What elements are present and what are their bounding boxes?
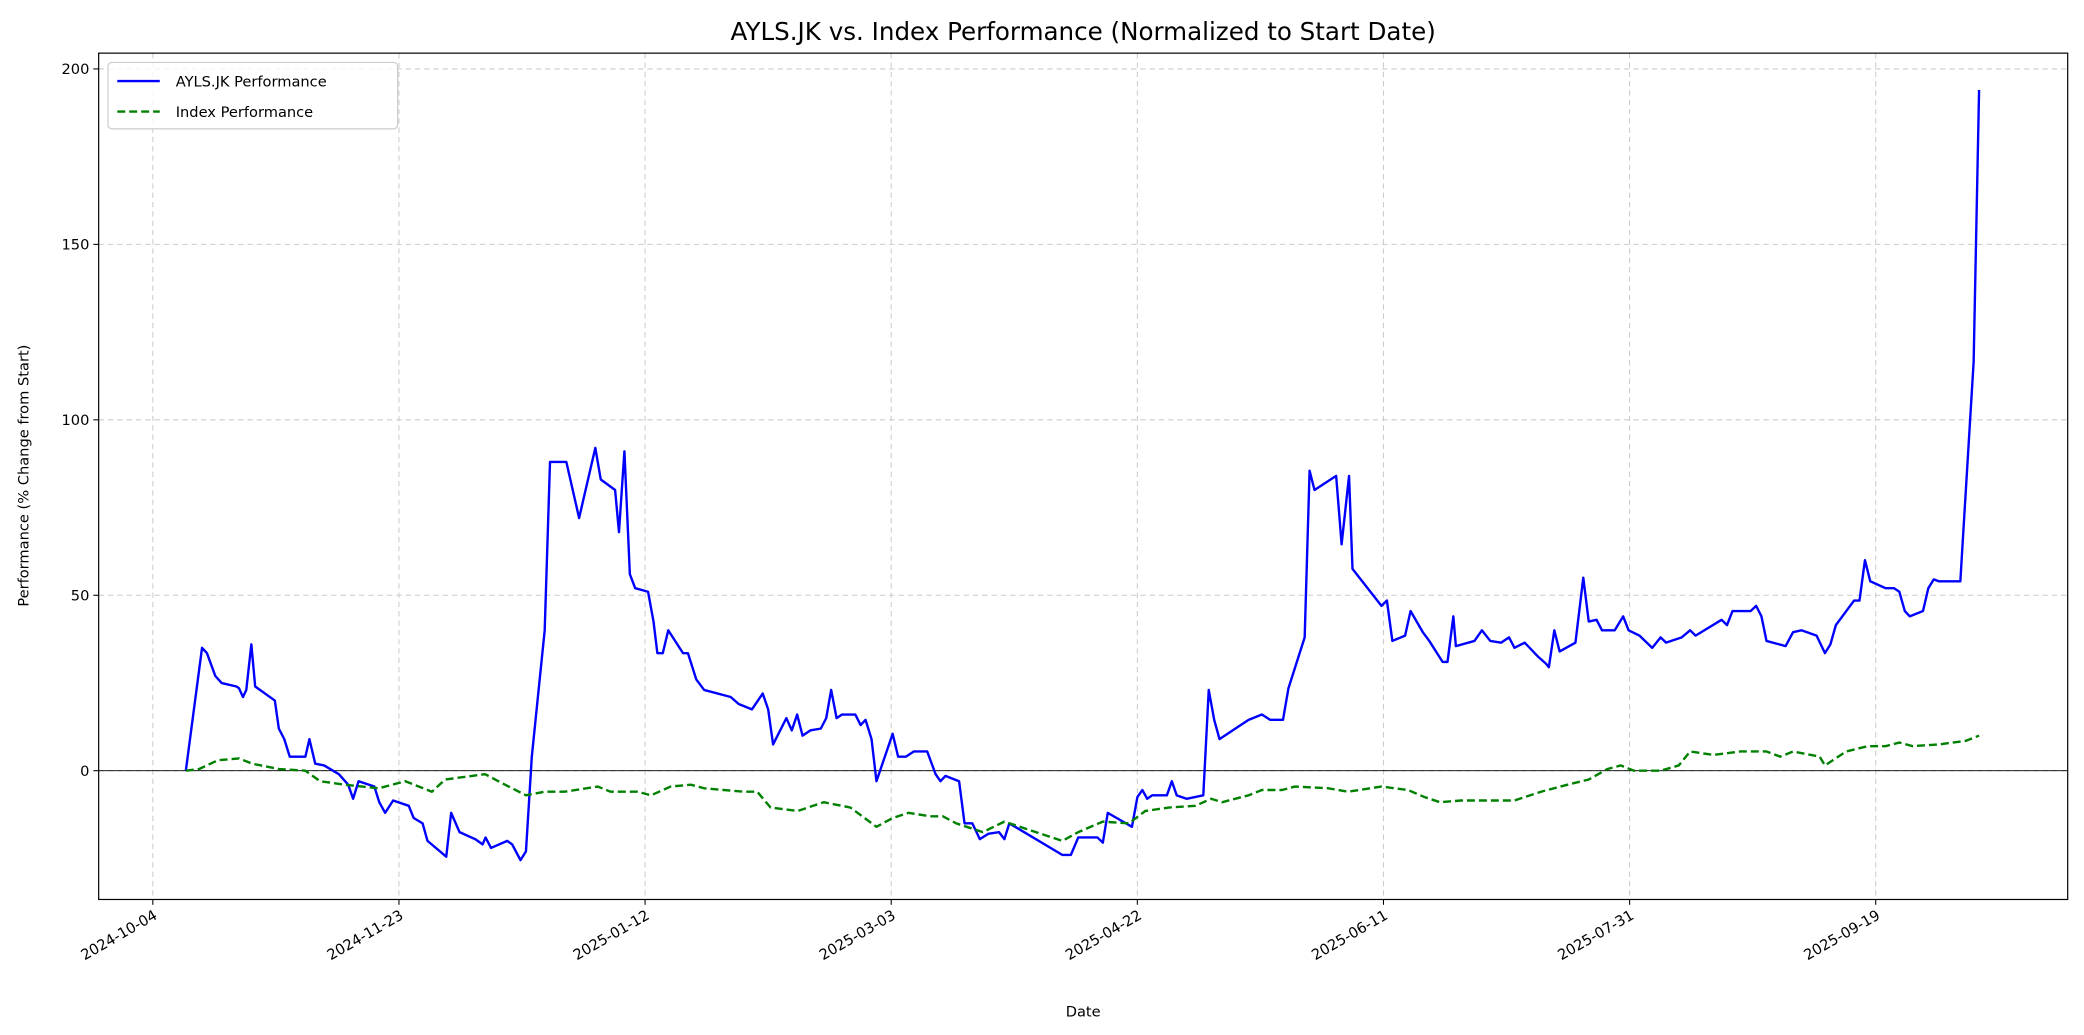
legend-box [107, 61, 399, 130]
y-axis-label: Performance (% Change from Start) [15, 345, 32, 607]
y-axis-ticks: 0 50 100 150 200 [61, 61, 99, 780]
plot-frame [98, 52, 2069, 901]
x-tick-label: 2024-11-23 [324, 907, 406, 964]
x-axis-label: Date [1066, 1003, 1101, 1020]
grid-lines [98, 53, 2068, 900]
x-tick-label: 2025-04-22 [1063, 907, 1145, 964]
x-tick-label: 2025-06-11 [1309, 907, 1391, 964]
ayls-performance-line [184, 89, 1981, 862]
x-tick-label: 2025-01-12 [570, 907, 652, 964]
y-tick-label: 150 [61, 237, 89, 254]
index-performance-line [185, 734, 1980, 843]
y-tick-label: 200 [61, 61, 89, 78]
x-tick-label: 2025-09-19 [1801, 907, 1883, 964]
x-tick-label: 2025-07-31 [1555, 907, 1637, 964]
y-tick-label: 50 [71, 588, 90, 605]
x-tick-label: 2025-03-03 [816, 907, 898, 964]
series-lines [184, 89, 1981, 862]
x-tick-label: 2024-10-04 [78, 907, 160, 964]
legend-label-index: Index Performance [176, 104, 313, 121]
legend: AYLS.JK Performance Index Performance [107, 61, 399, 130]
y-tick-label: 100 [61, 412, 89, 429]
y-tick-label: 0 [80, 763, 89, 780]
chart-title: AYLS.JK vs. Index Performance (Normalize… [731, 17, 1436, 46]
x-axis-ticks: 2024-10-04 2024-11-23 2025-01-12 2025-03-03… [78, 899, 1883, 964]
legend-label-ayls: AYLS.JK Performance [176, 73, 327, 90]
